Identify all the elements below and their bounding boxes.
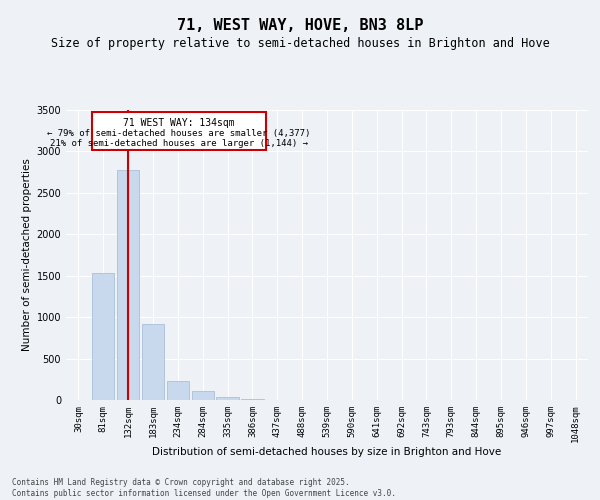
Text: Size of property relative to semi-detached houses in Brighton and Hove: Size of property relative to semi-detach… [50, 38, 550, 51]
Bar [191, 391, 214, 400]
Text: 21% of semi-detached houses are larger (1,144) →: 21% of semi-detached houses are larger (… [50, 139, 308, 148]
FancyBboxPatch shape [92, 112, 266, 150]
Text: 71 WEST WAY: 134sqm: 71 WEST WAY: 134sqm [123, 118, 235, 128]
Bar [217, 396, 239, 400]
Bar [241, 399, 263, 400]
Text: ← 79% of semi-detached houses are smaller (4,377): ← 79% of semi-detached houses are smalle… [47, 128, 311, 138]
Bar [167, 381, 189, 400]
Text: Contains HM Land Registry data © Crown copyright and database right 2025.
Contai: Contains HM Land Registry data © Crown c… [12, 478, 396, 498]
Bar [117, 170, 139, 400]
Text: 71, WEST WAY, HOVE, BN3 8LP: 71, WEST WAY, HOVE, BN3 8LP [177, 18, 423, 32]
Bar [142, 324, 164, 400]
Y-axis label: Number of semi-detached properties: Number of semi-detached properties [22, 158, 32, 352]
X-axis label: Distribution of semi-detached houses by size in Brighton and Hove: Distribution of semi-detached houses by … [152, 446, 502, 456]
Bar [92, 273, 115, 400]
